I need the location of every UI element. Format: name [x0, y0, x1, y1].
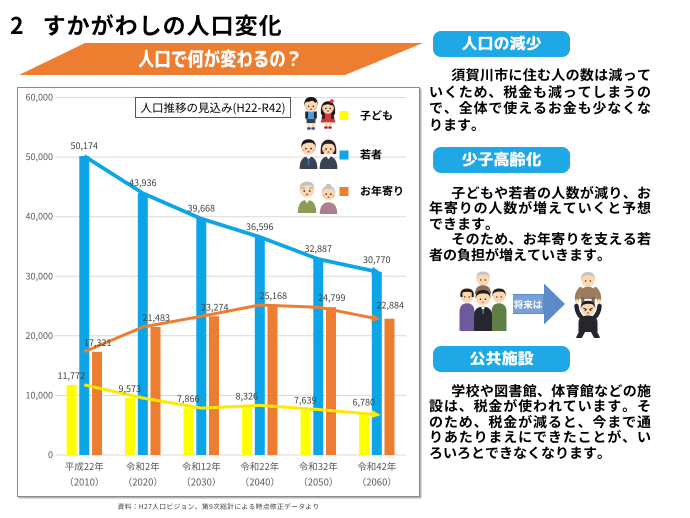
- svg-text:24,799: 24,799: [318, 291, 345, 304]
- svg-text:（2060）: （2060）: [357, 475, 397, 489]
- svg-text:50,000: 50,000: [26, 150, 53, 163]
- svg-text:若者: 若者: [360, 147, 382, 163]
- svg-text:30,000: 30,000: [26, 269, 53, 282]
- svg-text:11,772: 11,772: [58, 369, 85, 382]
- svg-text:令和42年: 令和42年: [357, 459, 397, 473]
- svg-text:令和32年: 令和32年: [299, 459, 339, 473]
- svg-text:25,168: 25,168: [260, 289, 287, 302]
- svg-text:平成22年: 平成22年: [65, 459, 105, 473]
- svg-text:人口推移の見込み(H22-R42): 人口推移の見込み(H22-R42): [141, 100, 286, 116]
- svg-text:将来は: 将来は: [514, 297, 543, 311]
- svg-text:50,174: 50,174: [71, 139, 98, 152]
- svg-text:（2010）: （2010）: [64, 475, 104, 489]
- svg-text:（2020）: （2020）: [123, 475, 163, 489]
- svg-text:23,274: 23,274: [201, 300, 228, 313]
- svg-text:子ども: 子ども: [360, 108, 393, 124]
- svg-text:60,000: 60,000: [26, 91, 53, 104]
- svg-text:43,936: 43,936: [129, 176, 156, 189]
- svg-text:8,326: 8,326: [236, 389, 258, 402]
- svg-text:9,573: 9,573: [119, 382, 141, 395]
- svg-text:お年寄り: お年寄り: [360, 183, 404, 199]
- svg-text:令和12年: 令和12年: [182, 459, 222, 473]
- svg-text:17,321: 17,321: [84, 336, 111, 349]
- svg-text:6,780: 6,780: [353, 396, 375, 409]
- svg-text:30,770: 30,770: [363, 253, 390, 266]
- svg-text:10,000: 10,000: [26, 388, 53, 401]
- svg-text:令和2年: 令和2年: [126, 459, 160, 473]
- svg-text:21,483: 21,483: [143, 311, 170, 324]
- svg-text:32,887: 32,887: [305, 242, 332, 255]
- svg-text:39,668: 39,668: [188, 202, 215, 215]
- svg-text:令和22年: 令和22年: [240, 459, 280, 473]
- svg-text:（2040）: （2040）: [240, 475, 280, 489]
- svg-text:7,639: 7,639: [294, 394, 316, 407]
- svg-text:40,000: 40,000: [26, 210, 53, 223]
- svg-text:（2050）: （2050）: [298, 475, 338, 489]
- svg-text:20,000: 20,000: [26, 329, 53, 342]
- svg-text:0: 0: [48, 448, 53, 461]
- svg-text:7,866: 7,866: [177, 392, 199, 405]
- svg-text:36,596: 36,596: [246, 220, 273, 233]
- svg-text:（2030）: （2030）: [181, 475, 221, 489]
- svg-text:22,884: 22,884: [377, 299, 404, 312]
